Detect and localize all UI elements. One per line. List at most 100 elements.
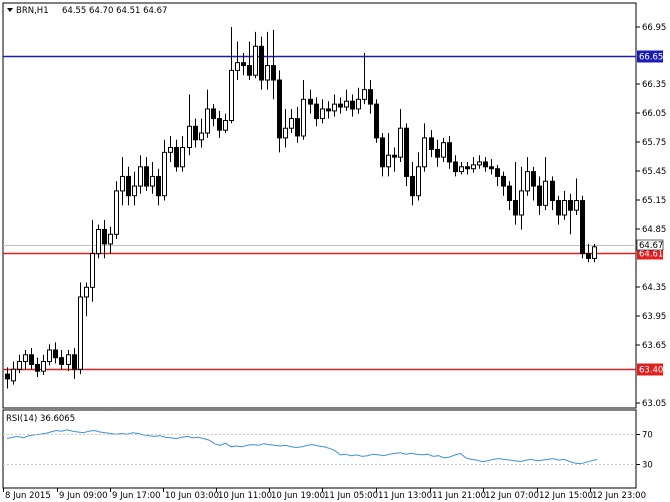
time-tick-label: 9 Jun 09:00 [59,491,108,501]
candle [350,94,355,117]
price-tick-label: 65.45 [642,167,666,177]
candle [404,123,409,187]
candle [23,349,28,370]
candle [229,27,234,124]
candle [537,176,542,215]
candle [525,157,530,196]
candle [471,157,476,173]
candle [332,94,337,117]
candle [102,219,107,259]
price-tick-label: 65.75 [642,138,666,148]
candle [199,118,204,148]
candle [259,36,264,90]
price-tick-label: 63.95 [642,312,666,322]
candle [253,31,258,79]
candle [301,80,306,140]
candle [72,348,77,379]
time-tick-label: 12 Jun 07:00 [485,491,539,501]
time-tick-label: 11 Jun 21:00 [432,491,486,501]
candle [344,89,349,111]
price-pane[interactable] [2,2,637,409]
candle [283,108,288,148]
candle [217,110,222,138]
candle [543,157,548,211]
level-price-box [637,363,663,376]
candle [550,176,555,211]
candlestick-series [5,27,597,389]
candle [241,53,246,76]
candle [235,41,240,81]
candle [120,157,125,206]
candle [392,147,397,172]
candle [562,190,567,220]
rsi-tick-label: 70 [642,431,653,441]
candle [338,97,343,114]
candle [453,155,458,177]
rsi-series [6,429,598,465]
candle [483,157,488,172]
level-price-labels: 66.65 64.61 63.40 64.67 [636,50,663,376]
candle [386,133,391,177]
candle [289,108,294,134]
rsi-line [6,429,598,465]
candle [513,161,518,225]
time-tick-label: 10 Jun 19:00 [271,491,325,501]
candle [435,139,440,167]
candle [429,130,434,158]
candle [29,348,34,370]
candle [59,349,64,370]
candle [586,243,591,263]
candle [568,193,573,235]
candle [193,118,198,148]
candle [295,107,300,143]
candle [211,104,216,127]
candle [320,99,325,124]
candle [180,135,185,172]
time-tick-label: 11 Jun 05:00 [324,491,378,501]
candle [205,89,210,138]
candle [380,133,385,177]
rsi-axis: 70 30 [3,431,653,471]
candle [489,159,494,175]
price-tick-label: 66.05 [642,109,666,119]
horizontal-levels[interactable] [3,55,636,371]
candle [35,357,40,377]
candle [156,168,161,206]
candle [66,349,71,372]
candle [441,137,446,162]
rsi-tick-label: 30 [642,461,653,471]
candle [223,113,228,134]
candle [477,155,482,169]
level-price-text: 66.65 [639,53,663,63]
time-tick-label: 10 Jun 11:00 [218,491,272,501]
candle [138,155,143,194]
candle [132,171,137,206]
candle [150,161,155,194]
ohlc-label: 64.55 64.70 64.51 64.67 [62,6,167,16]
candle [5,367,10,389]
candle [410,161,415,206]
candle [519,166,524,230]
candle [574,178,579,215]
candle [78,282,83,375]
time-tick-label: 10 Jun 03:00 [165,491,219,501]
dropdown-arrow-icon[interactable] [7,8,13,12]
rsi-pane[interactable] [2,409,637,489]
candle [368,80,373,114]
candle [501,171,506,196]
candle [465,161,470,175]
price-tick-label: 65.15 [642,196,666,206]
price-tick-label: 66.95 [642,23,666,33]
candle [416,152,421,201]
candle [41,354,46,376]
level-price-box [637,50,663,63]
time-axis: 8 Jun 2015 9 Jun 09:00 9 Jun 17:00 10 Jun 0… [3,488,646,501]
candle [187,94,192,156]
candle [84,282,89,317]
candle [314,97,319,127]
candle [47,344,52,366]
candle [374,99,379,143]
candle [53,342,58,364]
candle [398,108,403,162]
